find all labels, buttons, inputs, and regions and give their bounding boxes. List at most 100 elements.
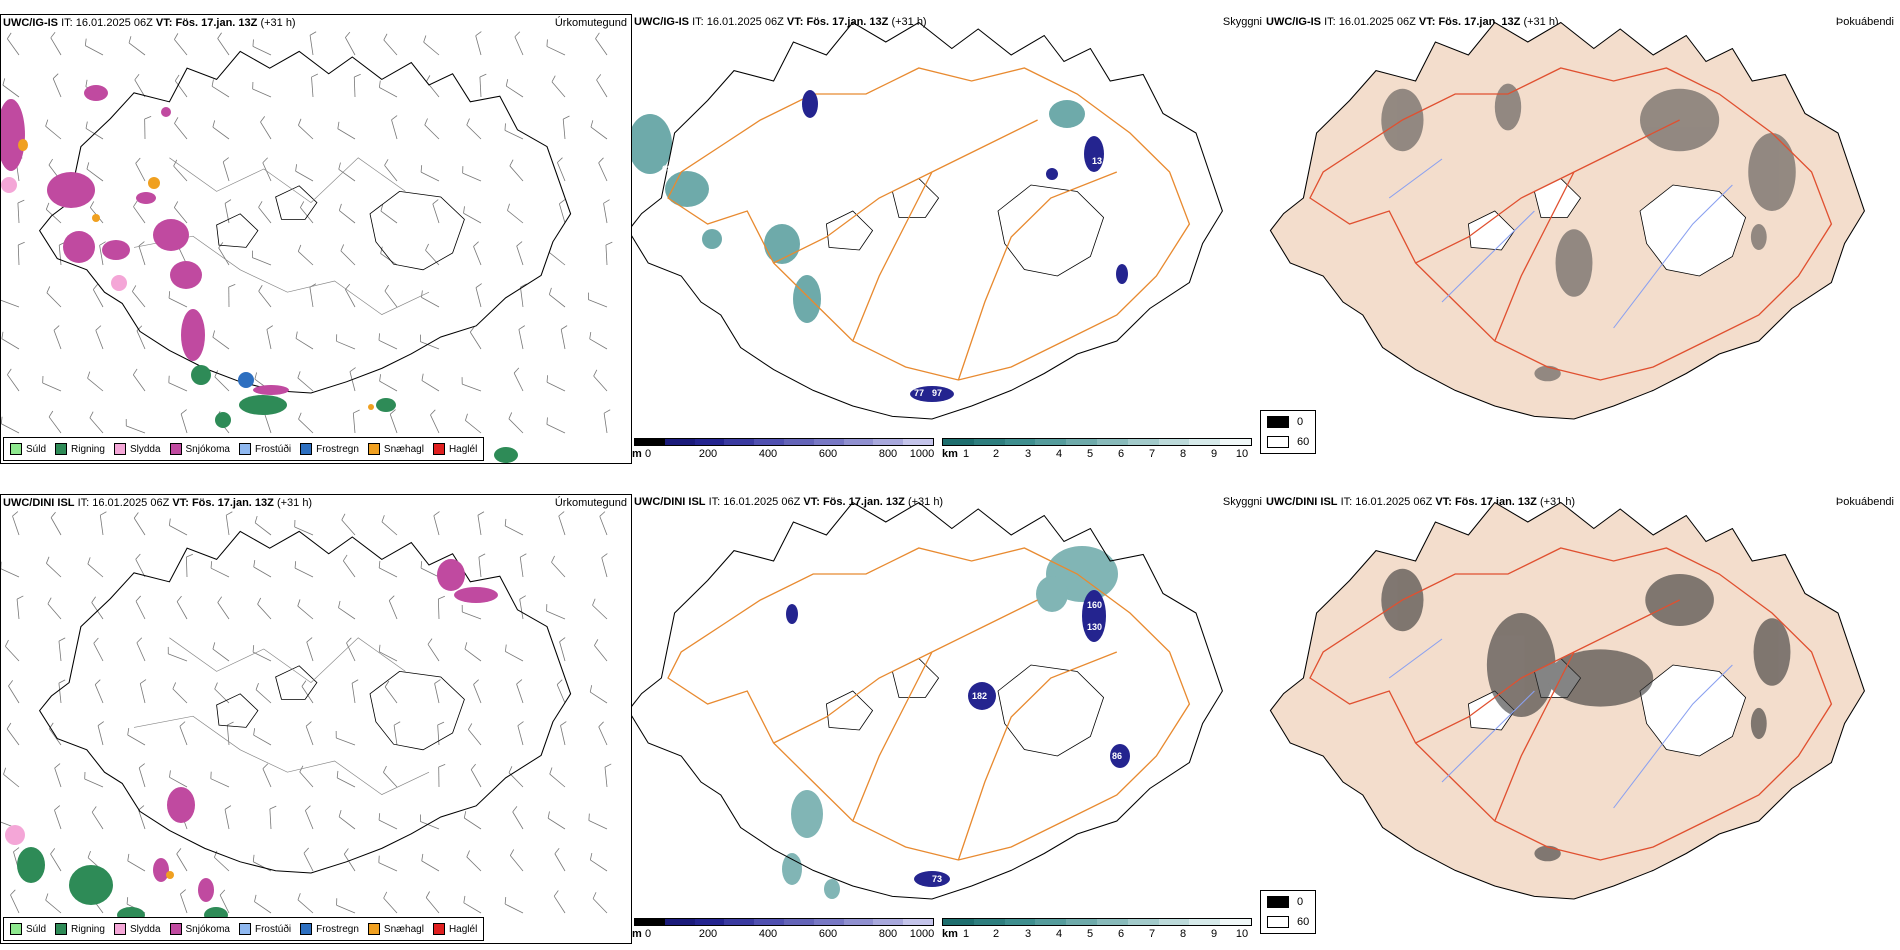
visibility-tick: 5 <box>1086 928 1094 940</box>
ceiling-tick: 200 <box>698 928 718 940</box>
visibility-colorbar-row1: km 1 2 3 4 5 6 7 8 9 10 <box>942 438 1264 464</box>
visibility-title-row2: Skyggni <box>1222 496 1262 508</box>
fog-panel-row1: UWC/IG-IS IT: 16.01.2025 06Z VT: Fös. 17… <box>1260 14 1900 464</box>
legend-swatch <box>367 443 380 455</box>
ceiling-label: 60 <box>784 141 794 151</box>
visibility-map-row1: 683 60 774 77 97 13 <box>632 21 1224 420</box>
ceiling-tick: 200 <box>698 448 718 460</box>
precip-map-row2 <box>1 511 612 933</box>
ceiling-areas <box>786 590 1130 887</box>
legend-swatch <box>113 443 126 455</box>
wind-barbs <box>1 511 612 914</box>
legend-item-snow: Snjókoma <box>169 443 230 455</box>
legend-item-hail: Haglél <box>432 923 477 935</box>
snow-pellet-areas <box>18 139 374 410</box>
fog-title-row2: Þokuábendi <box>1835 496 1894 508</box>
low-vis-areas <box>632 100 1085 323</box>
visibility-tick: 10 <box>1235 448 1249 460</box>
wind-barbs <box>1 31 613 434</box>
visibility-title-row1: Skyggni <box>1222 16 1262 28</box>
ceiling-colorbar-row2: m 0 200 400 600 800 1000 <box>632 918 942 944</box>
fog-header-row2: UWC/DINI ISL IT: 16.01.2025 06Z VT: Fös.… <box>1266 496 1576 508</box>
legend-item-freezing-drizzle: Frostúði <box>238 923 291 935</box>
visibility-tick: 4 <box>1055 928 1063 940</box>
sleet-areas <box>1 177 127 291</box>
visibility-tick: 6 <box>1117 928 1125 940</box>
ceiling-tick: 800 <box>878 448 898 460</box>
fog-legend-row1: 0 60 <box>1260 410 1316 454</box>
visibility-tick: 1 <box>962 448 970 460</box>
legend-swatch <box>10 443 22 455</box>
fog-swatch-60 <box>1267 436 1289 448</box>
visibility-map-row2: 160 130 182 86 73 <box>632 501 1224 900</box>
ceiling-areas <box>802 90 1128 402</box>
legend-swatch <box>432 923 445 935</box>
legend-item-sleet: Slydda <box>113 443 161 455</box>
visibility-tick: 6 <box>1117 448 1125 460</box>
visibility-unit: km <box>942 448 958 460</box>
precip-legend-row2: Súld Rigning Slydda Snjókoma Frostúði Fr… <box>3 917 485 941</box>
visibility-tick: 9 <box>1210 928 1218 940</box>
visibility-tick: 3 <box>1024 928 1032 940</box>
ceiling-unit: m <box>632 448 642 460</box>
visibility-tick: 7 <box>1148 928 1156 940</box>
legend-item-snow-pellets: Snæhagl <box>367 443 424 455</box>
precip-map-row1 <box>1 31 613 463</box>
ceiling-label: 97 <box>932 388 942 398</box>
ceiling-colorbar-row1: m 0 200 400 600 800 1000 <box>632 438 942 464</box>
ceiling-label: 160 <box>1087 600 1102 610</box>
visibility-tick: 8 <box>1179 928 1187 940</box>
legend-item-hail: Haglél <box>432 443 477 455</box>
legend-item-snow-pellets: Snæhagl <box>367 923 424 935</box>
snow-areas <box>153 559 498 902</box>
visibility-header-row2: UWC/DINI ISL IT: 16.01.2025 06Z VT: Fös.… <box>634 496 944 508</box>
visibility-panel-row1: UWC/IG-IS IT: 16.01.2025 06Z VT: Fös. 17… <box>632 14 1264 464</box>
ceiling-tick: 600 <box>818 928 838 940</box>
ceiling-tick: 1000 <box>909 448 935 460</box>
freezing-rain-areas <box>238 372 254 388</box>
ceiling-label: 13 <box>1092 156 1102 166</box>
legend-swatch <box>55 443 68 455</box>
legend-swatch <box>432 443 445 455</box>
ceiling-label: 683 <box>662 164 677 174</box>
ceiling-tick: 0 <box>644 928 652 940</box>
precip-panel-row1: UWC/IG-IS IT: 16.01.2025 06Z VT: Fös. 17… <box>0 14 632 464</box>
ceiling-labels: 683 60 774 77 97 13 <box>662 141 1102 398</box>
visibility-tick: 2 <box>992 928 1000 940</box>
fog-map-row2 <box>1269 501 1866 900</box>
legend-swatch <box>238 443 251 455</box>
visibility-tick: 8 <box>1179 448 1187 460</box>
ceiling-label: 774 <box>684 241 699 251</box>
precip-title-row1: UWC/IG-IS IT: 16.01.2025 06Z VT: Fös. 17… <box>3 17 296 29</box>
precip-panel-row2: UWC/DINI ISL IT: 16.01.2025 06Z VT: Fös.… <box>0 494 632 944</box>
legend-swatch <box>169 923 182 935</box>
fog-swatch-0 <box>1267 416 1289 428</box>
ceiling-label: 77 <box>914 388 924 398</box>
snow-pellet-areas <box>166 871 174 879</box>
visibility-panel-row2: UWC/DINI ISL IT: 16.01.2025 06Z VT: Fös.… <box>632 494 1264 944</box>
visibility-tick: 10 <box>1235 928 1249 940</box>
legend-swatch <box>300 443 313 455</box>
visibility-tick: 3 <box>1024 448 1032 460</box>
precip-type-title-row1: Úrkomutegund <box>554 17 627 29</box>
visibility-tick: 1 <box>962 928 970 940</box>
low-vis-areas <box>782 546 1118 899</box>
snow-areas <box>1 85 289 395</box>
legend-swatch <box>300 923 313 935</box>
fog-title-row1: Þokuábendi <box>1835 16 1894 28</box>
ceiling-tick: 0 <box>644 448 652 460</box>
ceiling-tick: 800 <box>878 928 898 940</box>
legend-item-drizzle: Súld <box>10 443 46 455</box>
fog-legend-row2: 0 60 <box>1260 890 1316 934</box>
precip-legend-row1: Súld Rigning Slydda Snjókoma Frostúði Fr… <box>3 437 485 461</box>
sleet-areas <box>5 825 25 845</box>
legend-swatch <box>10 923 22 935</box>
visibility-tick: 9 <box>1210 448 1218 460</box>
rain-areas <box>191 365 518 463</box>
ceiling-labels: 160 130 182 86 73 <box>932 600 1122 884</box>
visibility-colorbar-row2: km 1 2 3 4 5 6 7 8 9 10 <box>942 918 1264 944</box>
fog-swatch-60 <box>1267 916 1289 928</box>
legend-item-rain: Rigning <box>55 443 105 455</box>
legend-swatch <box>238 923 251 935</box>
legend-swatch <box>55 923 68 935</box>
